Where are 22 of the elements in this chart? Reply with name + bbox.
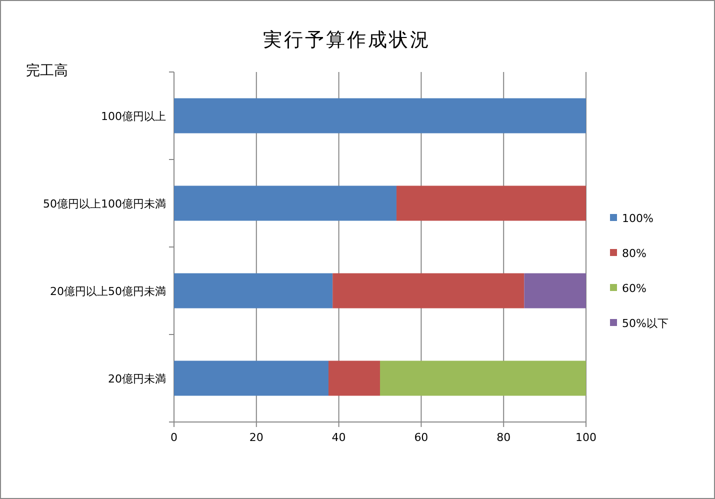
legend-label: 80% xyxy=(622,247,646,260)
bar xyxy=(174,186,396,221)
y-tick-label: 20億円以上50億円未満 xyxy=(50,284,166,298)
y-tick-label: 100億円以上 xyxy=(101,110,166,123)
legend-label: 50%以下 xyxy=(622,317,668,330)
bar xyxy=(328,360,380,396)
bar xyxy=(174,98,586,134)
legend-label: 60% xyxy=(622,282,646,295)
chart-title: 実行予算作成状況 xyxy=(263,29,431,51)
bar xyxy=(396,186,586,221)
x-tick-label: 40 xyxy=(332,431,346,444)
legend-label: 100% xyxy=(622,212,654,225)
x-tick-label: 0 xyxy=(170,431,178,444)
y-axis-title: 完工高 xyxy=(26,63,68,79)
x-tick-label: 60 xyxy=(414,431,428,444)
x-tick-label: 80 xyxy=(496,431,511,444)
y-tick-label: 20億円未満 xyxy=(108,372,166,386)
y-tick-label: 50億円以上100億円未満 xyxy=(43,197,166,210)
bar xyxy=(174,360,328,396)
x-tick-label: 20 xyxy=(249,431,264,444)
bar xyxy=(174,273,333,308)
x-tick-label: 100 xyxy=(576,431,596,444)
